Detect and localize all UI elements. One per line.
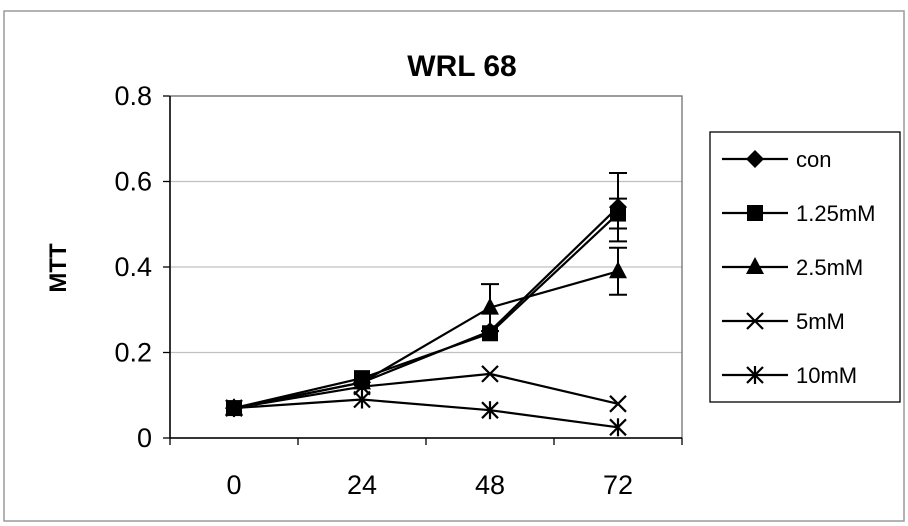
data-point-3-1: [353, 377, 371, 396]
legend-marker-3: [746, 312, 764, 330]
y-tick-label-2: 0.4: [114, 252, 152, 282]
data-point-4-0: [225, 399, 243, 418]
series-line-2: [233, 270, 619, 410]
plot-area: 0 0.2 0.4 0.6 0.8 0 24 48 72: [114, 81, 683, 500]
y-axis-label: MTT: [45, 243, 72, 293]
series-3: [225, 365, 627, 417]
data-point-1-2: [482, 325, 498, 342]
y-tick-label-0: 0: [137, 423, 152, 453]
data-point-4-2: [481, 401, 499, 420]
legend-entry-1: 1.25mM: [722, 201, 875, 226]
legend-entry-3: 5mM: [722, 309, 845, 334]
legend-marker-2: [746, 257, 764, 274]
x-tick-label-1: 24: [347, 470, 377, 500]
legend-marker-1-shape: [747, 205, 763, 221]
data-point-3-2-stroke-b: [481, 365, 499, 383]
legend-marker-0: [746, 150, 764, 168]
data-point-4-1: [353, 390, 371, 409]
legend-entry-2: 2.5mM: [722, 255, 863, 280]
legend-label-4: 10mM: [796, 363, 857, 388]
x-tick-label-3: 72: [603, 470, 633, 500]
series-line-1: [233, 212, 619, 410]
data-point-1-2-shape: [482, 325, 498, 342]
data-point-3-3: [609, 395, 627, 413]
legend-label-0: con: [796, 147, 831, 172]
series-line-3: [233, 372, 619, 410]
legend-label-2: 2.5mM: [796, 255, 863, 280]
data-point-2-3-shape: [609, 261, 627, 279]
data-point-3-2: [481, 365, 499, 383]
legend-marker-1: [747, 205, 763, 221]
legend: con 1.25mM 2.5mM 5mM 10mM: [709, 131, 901, 403]
data-point-4-3: [609, 418, 627, 437]
data-point-2-2: [481, 297, 499, 315]
legend-entry-0: con: [722, 147, 831, 172]
x-tick-label-2: 48: [475, 470, 505, 500]
data-point-3-3-stroke-b: [609, 395, 627, 413]
y-tick-label-3: 0.6: [114, 167, 152, 197]
series-line-4: [233, 398, 619, 429]
legend-marker-2-shape: [746, 257, 764, 274]
data-point-2-2-shape: [481, 297, 499, 315]
legend-label-1: 1.25mM: [796, 201, 875, 226]
legend-marker-4: [746, 366, 764, 384]
data-point-2-3: [609, 261, 627, 279]
y-tick-label-1: 0.2: [114, 338, 152, 368]
data-point-3-1-stroke-b: [353, 377, 371, 396]
legend-label-3: 5mM: [796, 309, 845, 334]
legend-marker-3-stroke-b: [746, 312, 764, 330]
y-tick-label-4: 0.8: [114, 81, 152, 111]
legend-marker-0-shape: [746, 150, 764, 168]
data-point-1-3: [610, 205, 626, 222]
x-tick-label-0: 0: [226, 470, 241, 500]
series-4: [225, 390, 627, 437]
legend-entry-4: 10mM: [722, 363, 857, 388]
chart-title: WRL 68: [407, 50, 516, 83]
data-point-1-3-shape: [610, 205, 626, 222]
